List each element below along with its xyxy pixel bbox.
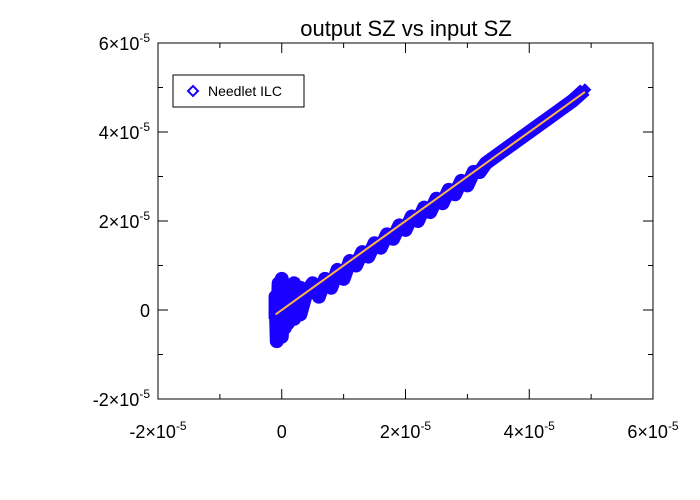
y-tick-label-base: 0	[140, 301, 150, 321]
y-tick-label: -2×10-5	[93, 387, 151, 410]
x-tick-label: 4×10-5	[504, 419, 556, 442]
legend-marker-diamond	[186, 84, 200, 98]
legend: Needlet ILC	[172, 74, 305, 108]
x-tick-labels: -2×10-5 0 2×10-5 4×10-5 6×10-5	[129, 419, 679, 442]
y-tick-label-base: 2×10	[99, 212, 140, 232]
legend-label: Needlet ILC	[208, 83, 282, 99]
y-tick-label: 0	[140, 301, 150, 321]
x-tick-label-base: 6×10	[627, 422, 668, 442]
y-tick-label-exponent: -5	[139, 209, 150, 223]
x-tick-label-exponent: -5	[176, 419, 187, 433]
x-tick-label-exponent: -5	[420, 419, 431, 433]
series-band	[268, 84, 590, 349]
y-tick-label: 6×10-5	[99, 31, 151, 54]
y-tick-label: 4×10-5	[99, 120, 151, 143]
x-tick-label-base: 0	[277, 422, 287, 442]
y-tick-label-exponent: -5	[139, 387, 150, 401]
y-tick-label-exponent: -5	[139, 120, 150, 134]
x-tick-label: 0	[277, 422, 287, 442]
legend-box	[172, 74, 305, 108]
chart-title: output SZ vs input SZ	[300, 16, 512, 41]
x-tick-label: 6×10-5	[627, 419, 679, 442]
y-tick-label-exponent: -5	[139, 31, 150, 45]
y-tick-labels: -2×10-502×10-54×10-56×10-5	[93, 31, 151, 410]
fit-line	[274, 91, 586, 316]
x-tick-label-exponent: -5	[544, 419, 555, 433]
x-tick-label-base: 4×10	[504, 422, 545, 442]
x-tick-label-base: 2×10	[380, 422, 421, 442]
x-tick-label-exponent: -5	[668, 419, 679, 433]
x-tick-label: -2×10-5	[129, 419, 187, 442]
fit-line-group	[274, 91, 586, 316]
y-tick-label-base: 4×10	[99, 123, 140, 143]
axis-ticks	[157, 42, 654, 400]
y-tick-label-base: -2×10	[93, 390, 140, 410]
y-tick-label-base: 6×10	[99, 34, 140, 54]
x-tick-label-base: -2×10	[129, 422, 176, 442]
x-tick-label: 2×10-5	[380, 419, 432, 442]
y-tick-label: 2×10-5	[99, 209, 151, 232]
